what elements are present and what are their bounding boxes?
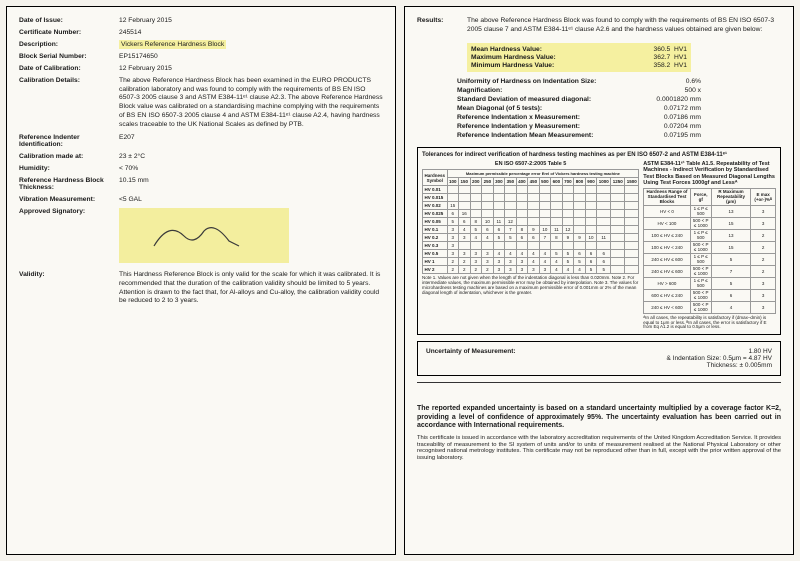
- metric-label: Reference Indentation Mean Measurement:: [457, 132, 593, 139]
- serial-label: Block Serial Number:: [19, 53, 119, 60]
- tol-left-notes: Note 1. Values are not given when the le…: [422, 276, 639, 296]
- uncert-v2: & Indentation Size: 0.5μm = 4.87 HV: [667, 355, 772, 362]
- cert-no-label: Certificate Number:: [19, 29, 119, 36]
- metric-value: 0.07204 mm: [664, 123, 701, 130]
- uncertainty-box: Uncertainty of Measurement: 1.80 HV & In…: [417, 341, 781, 376]
- metric-label: Magnification:: [457, 87, 502, 94]
- date-cal-label: Date of Calibration:: [19, 65, 119, 72]
- metric-row: Standard Deviation of measured diagonal:…: [457, 96, 701, 103]
- mean-hv-value: 360.5: [654, 46, 671, 53]
- metric-row: Reference Indentation x Measurement: 0.07…: [457, 114, 701, 121]
- vibration-label: Vibration Measurement:: [19, 196, 119, 203]
- indenter-label: Reference Indenter Identification:: [19, 134, 119, 148]
- metric-label: Reference Indentation x Measurement:: [457, 114, 580, 121]
- signature-block: [119, 208, 289, 263]
- validity-label: Validity:: [19, 271, 119, 306]
- uncert-label: Uncertainty of Measurement:: [426, 348, 516, 369]
- date-issue-value: 12 February 2015: [119, 17, 383, 24]
- results-label: Results:: [417, 17, 467, 34]
- max-hv-value: 362.7: [654, 54, 671, 61]
- humidity-value: < 70%: [119, 165, 383, 172]
- description-label: Description:: [19, 41, 119, 48]
- date-issue-label: Date of Issue:: [19, 17, 119, 24]
- cal-at-value: 23 ± 2°C: [119, 153, 383, 160]
- tolerance-table-left: Hardness SymbolMaximum permissible perce…: [422, 169, 639, 274]
- tolerance-title: Tolerances for indirect verification of …: [422, 152, 776, 158]
- description-value: Vickers Reference Hardness Block: [119, 41, 383, 48]
- tol-right-notes: ᴬIn all cases, the repeatability is sati…: [643, 316, 776, 331]
- signature-icon: [144, 216, 264, 256]
- metric-row: Uniformity of Hardness on Indentation Si…: [457, 78, 701, 85]
- cal-details-value: The above Reference Hardness Block has b…: [119, 77, 383, 129]
- cal-at-label: Calibration made at:: [19, 153, 119, 160]
- metric-value: 0.6%: [686, 78, 701, 85]
- vibration-value: <5 GAL: [119, 196, 383, 203]
- metric-value: 500 x: [685, 87, 701, 94]
- serial-value: EP15174650: [119, 53, 383, 60]
- max-hv-label: Maximum Hardness Value:: [471, 54, 556, 61]
- metric-value: 0.0001820 mm: [656, 96, 701, 103]
- thickness-value: 10.15 mm: [119, 177, 383, 191]
- uncert-v1: 1.80 HV: [667, 348, 772, 355]
- metric-row: Reference Indentation Mean Measurement: 0…: [457, 132, 701, 139]
- tolerance-box: Tolerances for indirect verification of …: [417, 147, 781, 335]
- metric-label: Mean Diagonal (of 5 tests):: [457, 105, 542, 112]
- metric-label: Reference Indentation y Measurement:: [457, 123, 580, 130]
- metric-value: 0.07186 mm: [664, 114, 701, 121]
- left-page: Date of Issue:12 February 2015 Certifica…: [6, 6, 396, 555]
- footer-bold: The reported expanded uncertainty is bas…: [417, 405, 781, 430]
- cert-no-value: 245514: [119, 29, 383, 36]
- highlight-hardness-values: Mean Hardness Value:360.5 HV1 Maximum Ha…: [467, 43, 691, 72]
- right-page: Results:The above Reference Hardness Blo…: [404, 6, 794, 555]
- indenter-value: E207: [119, 134, 383, 148]
- mean-hv-label: Mean Hardness Value:: [471, 46, 542, 53]
- signatory-label: Approved Signatory:: [19, 208, 119, 263]
- metric-label: Standard Deviation of measured diagonal:: [457, 96, 591, 103]
- results-text: The above Reference Hardness Block was f…: [467, 17, 781, 34]
- metrics-list: Uniformity of Hardness on Indentation Si…: [417, 76, 781, 141]
- metric-row: Mean Diagonal (of 5 tests): 0.07172 mm: [457, 105, 701, 112]
- date-cal-value: 12 February 2015: [119, 65, 383, 72]
- uncert-v3: Thickness: ± 0.005mm: [667, 362, 772, 369]
- tol-left-title: EN ISO 6507-2:2005 Table 5: [422, 161, 639, 167]
- metric-row: Reference Indentation y Measurement: 0.07…: [457, 123, 701, 130]
- metric-label: Uniformity of Hardness on Indentation Si…: [457, 78, 596, 85]
- min-hv-value: 358.2: [654, 62, 671, 69]
- validity-value: This Hardness Reference Block is only va…: [119, 271, 383, 306]
- thickness-label: Reference Hardness Block Thickness:: [19, 177, 119, 191]
- metric-row: Magnification: 500 x: [457, 87, 701, 94]
- cal-details-label: Calibration Details:: [19, 77, 119, 129]
- footer-note: This certificate is issued in accordance…: [417, 435, 781, 463]
- min-hv-label: Minimum Hardness Value:: [471, 62, 554, 69]
- humidity-label: Humidity:: [19, 165, 119, 172]
- metric-value: 0.07172 mm: [664, 105, 701, 112]
- tol-right-title: ASTM E384-11ᵉ¹ Table A1.5. Repeatability…: [643, 161, 776, 185]
- tolerance-table-right: Hardness Range of Standardised Test Bloc…: [643, 188, 776, 314]
- separator: [417, 382, 781, 383]
- metric-value: 0.07195 mm: [664, 132, 701, 139]
